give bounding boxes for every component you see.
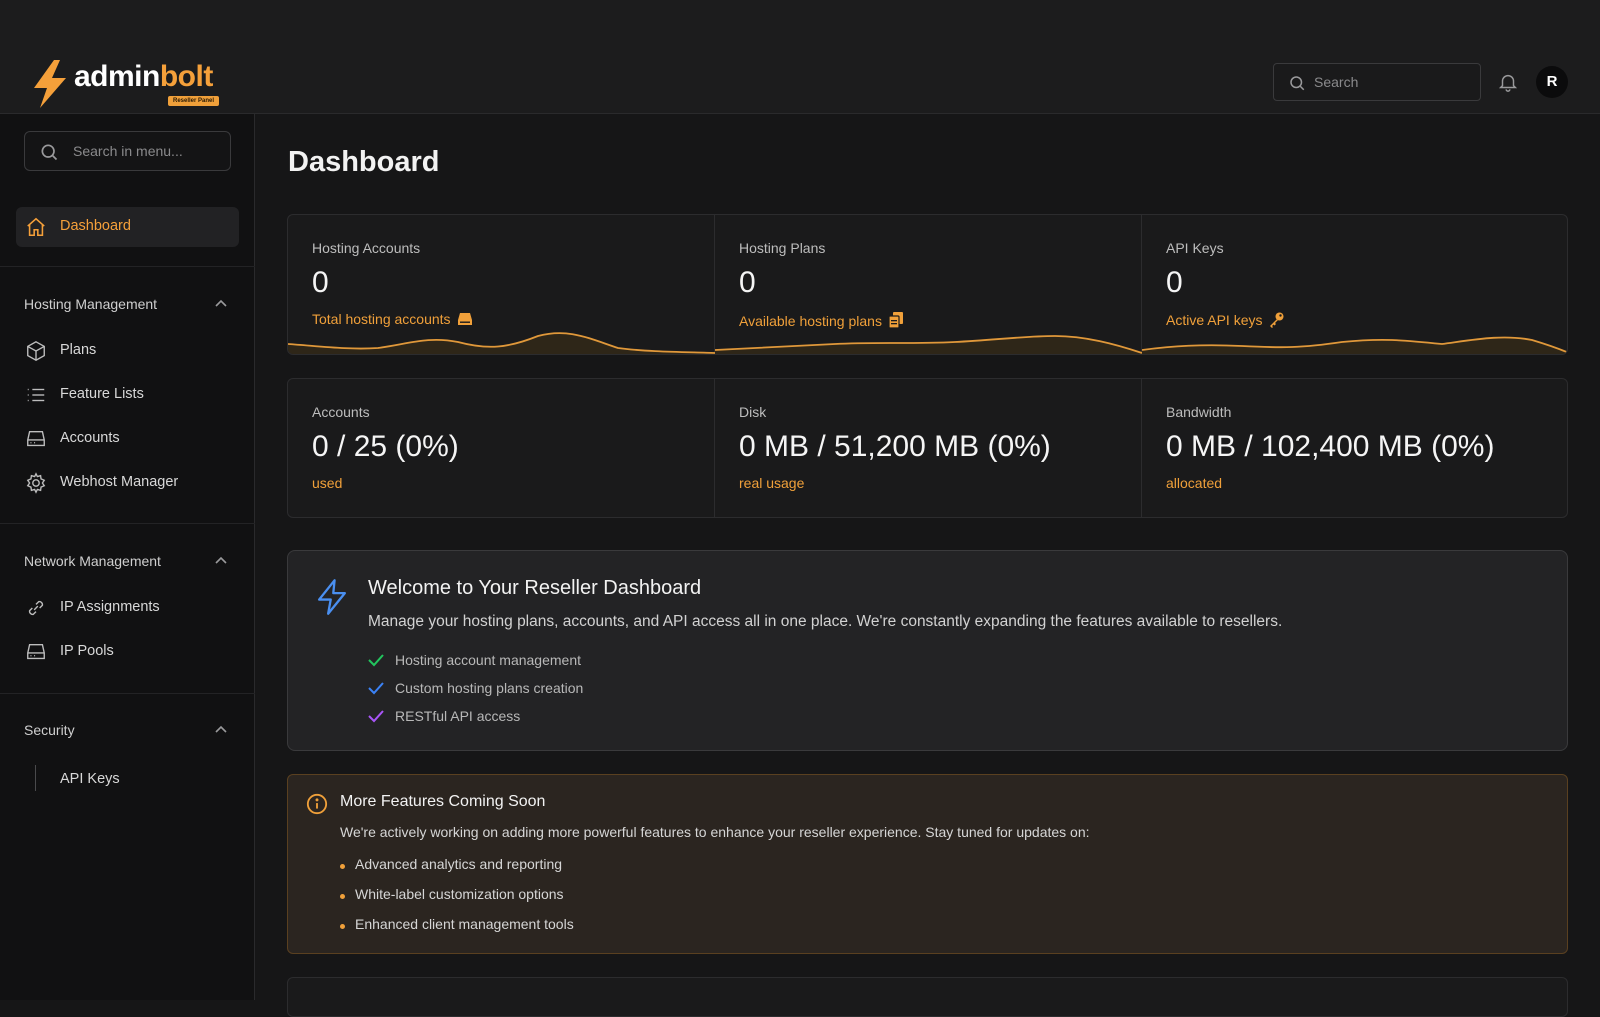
stat-label: Hosting Accounts	[312, 240, 421, 256]
top-bar: adminbolt Reseller Panel R	[0, 0, 1600, 114]
section-title: Network Management	[24, 553, 161, 569]
stat-value: 0	[1166, 266, 1183, 299]
chevron-up-icon	[215, 556, 227, 564]
sidebar-item-label: Plans	[60, 342, 97, 358]
sidebar-item-label: Accounts	[60, 430, 120, 446]
avatar[interactable]: R	[1536, 66, 1568, 98]
sidebar-item-feature-lists[interactable]: Feature Lists	[16, 375, 239, 415]
menu-search-input[interactable]	[73, 132, 223, 170]
chevron-up-icon	[215, 299, 227, 307]
stat-subtext: Total hosting accounts	[312, 311, 473, 327]
sidebar-item-label: Webhost Manager	[60, 474, 179, 490]
stat-label: Hosting Plans	[739, 240, 826, 256]
bolt-logo-icon	[34, 60, 66, 108]
sidebar-divider	[0, 693, 255, 694]
stats-row-usage: Accounts 0 / 25 (0%) used Disk 0 MB / 51…	[287, 378, 1568, 518]
stat-card-hosting-accounts: Hosting Accounts 0 Total hosting account…	[288, 215, 715, 354]
sidebar-item-label: IP Pools	[60, 643, 114, 659]
sidebar-item-label: IP Assignments	[60, 599, 160, 615]
section-title: Security	[24, 722, 75, 738]
stat-value: 0 / 25 (0%)	[312, 430, 459, 463]
stat-card-disk-usage: Disk 0 MB / 51,200 MB (0%) real usage	[715, 379, 1142, 517]
header-search-input[interactable]	[1314, 64, 1474, 100]
sidebar-item-ip-assignments[interactable]: IP Assignments	[16, 588, 239, 628]
bell-icon[interactable]	[1497, 70, 1519, 94]
welcome-card: Welcome to Your Reseller Dashboard Manag…	[287, 550, 1568, 751]
sidebar-divider	[0, 523, 255, 524]
section-network-management[interactable]: Network Management	[24, 550, 231, 574]
stat-value: 0	[739, 266, 756, 299]
chevron-up-icon	[215, 725, 227, 733]
bullet-dot	[340, 864, 345, 869]
stat-card-api-keys: API Keys 0 Active API keys	[1142, 215, 1567, 354]
server-icon	[457, 313, 472, 325]
sidebar-item-ip-pools[interactable]: IP Pools	[16, 632, 239, 672]
header-search[interactable]	[1273, 63, 1481, 101]
link-icon	[28, 600, 44, 616]
gear-icon	[26, 472, 46, 494]
documents-icon	[888, 312, 903, 329]
stat-value: 0 MB / 51,200 MB (0%)	[739, 430, 1051, 463]
coming-soon-title: More Features Coming Soon	[340, 793, 546, 810]
stat-subtext: real usage	[739, 475, 805, 491]
stat-label: Bandwidth	[1166, 404, 1232, 420]
main-content: Dashboard Hosting Accounts 0 Total hosti…	[255, 114, 1600, 1017]
sidebar-item-label: API Keys	[60, 771, 120, 787]
sidebar-item-label: Dashboard	[60, 218, 131, 234]
sidebar-item-webhost-manager[interactable]: Webhost Manager	[16, 463, 239, 503]
sidebar-item-label: Feature Lists	[60, 386, 144, 402]
bullet-dot	[340, 924, 345, 929]
stat-card-bandwidth-usage: Bandwidth 0 MB / 102,400 MB (0%) allocat…	[1142, 379, 1567, 517]
stat-label: Accounts	[312, 404, 370, 420]
sparkline	[1142, 336, 1567, 354]
sidebar: Dashboard Hosting Management Plans Featu…	[0, 114, 255, 1000]
page-title: Dashboard	[288, 146, 440, 178]
search-icon	[1290, 76, 1305, 91]
section-security[interactable]: Security	[24, 719, 231, 743]
section-title: Hosting Management	[24, 296, 158, 312]
stats-row-primary: Hosting Accounts 0 Total hosting account…	[287, 214, 1568, 355]
logo-badge: Reseller Panel	[168, 96, 220, 106]
stat-value: 0	[312, 266, 329, 299]
logo[interactable]: adminbolt Reseller Panel	[30, 60, 230, 108]
server-icon	[27, 430, 45, 447]
stat-card-accounts-usage: Accounts 0 / 25 (0%) used	[288, 379, 715, 517]
server-icon	[27, 643, 45, 660]
stat-subtext: Active API keys	[1166, 311, 1285, 328]
check-icon	[368, 654, 384, 667]
section-hosting-management[interactable]: Hosting Management	[24, 293, 231, 317]
stat-subtext: used	[312, 475, 343, 491]
sidebar-divider	[0, 266, 255, 267]
list-icon	[27, 388, 45, 402]
home-icon	[27, 217, 45, 237]
menu-search[interactable]	[24, 131, 231, 171]
search-icon	[41, 144, 58, 161]
sidebar-item-accounts[interactable]: Accounts	[16, 419, 239, 459]
stat-subtext: allocated	[1166, 475, 1223, 491]
stat-card-hosting-plans: Hosting Plans 0 Available hosting plans	[715, 215, 1142, 354]
welcome-title: Welcome to Your Reseller Dashboard	[368, 577, 702, 599]
key-icon	[1270, 312, 1284, 328]
check-icon	[368, 682, 384, 695]
stat-subtext: Available hosting plans	[739, 311, 904, 329]
tree-line	[35, 765, 36, 791]
stat-label: API Keys	[1166, 240, 1224, 256]
coming-soon-description: We're actively working on adding more po…	[340, 824, 1090, 840]
bullet-dot	[340, 894, 345, 899]
lightning-icon	[317, 579, 347, 615]
info-icon	[306, 793, 328, 815]
cube-icon	[27, 341, 45, 361]
sparkline	[715, 335, 1142, 354]
sidebar-item-api-keys[interactable]: API Keys	[35, 765, 225, 793]
welcome-description: Manage your hosting plans, accounts, and…	[368, 613, 1283, 630]
stat-value: 0 MB / 102,400 MB (0%)	[1166, 430, 1495, 463]
sidebar-item-plans[interactable]: Plans	[16, 331, 239, 371]
logo-text: adminbolt	[74, 60, 213, 93]
next-card-partial	[287, 977, 1568, 1017]
sidebar-item-dashboard[interactable]: Dashboard	[16, 207, 239, 247]
sparkline	[288, 332, 715, 354]
check-icon	[368, 710, 384, 723]
stat-label: Disk	[739, 404, 767, 420]
coming-soon-card: More Features Coming Soon We're actively…	[287, 774, 1568, 954]
